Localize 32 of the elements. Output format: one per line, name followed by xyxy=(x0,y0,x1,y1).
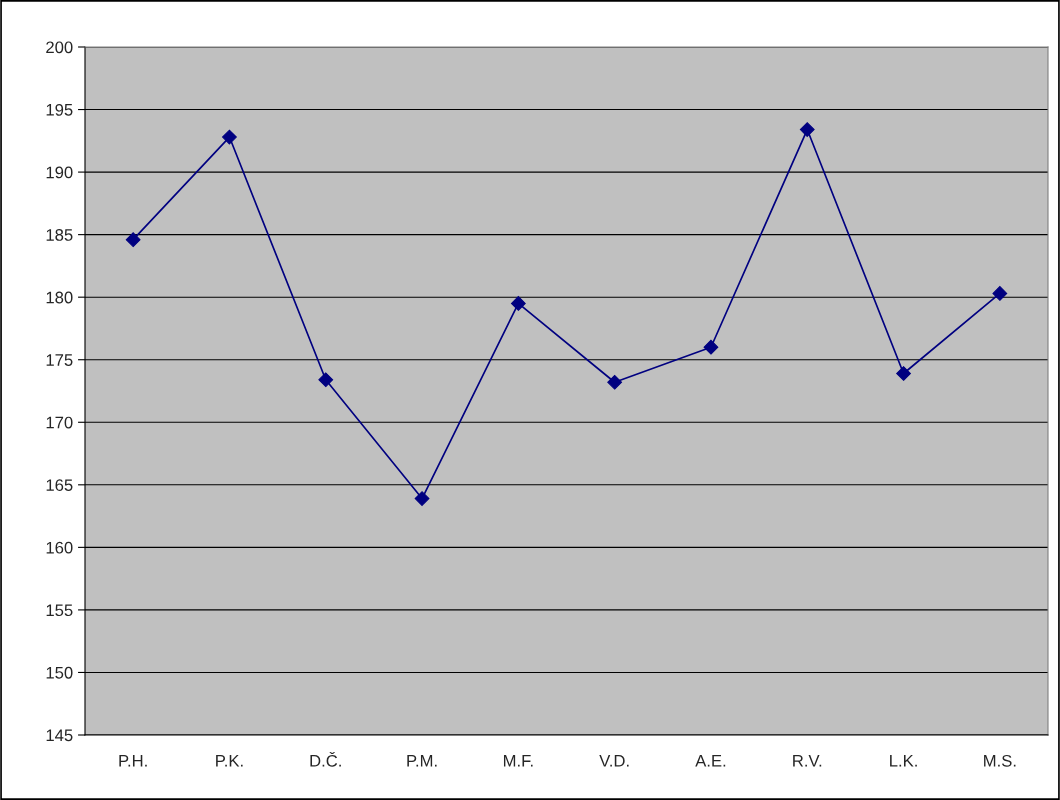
point xyxy=(992,286,1008,301)
point xyxy=(799,122,815,137)
y-tick-label: 170 xyxy=(46,416,73,429)
x-tick-label: L.K. xyxy=(890,755,917,767)
point xyxy=(510,296,526,311)
y-tick-label: 200 xyxy=(46,41,73,54)
point xyxy=(607,374,623,390)
y-tick-label: 165 xyxy=(46,479,73,492)
point xyxy=(222,129,237,145)
point xyxy=(703,339,719,355)
x-tick-label: P.H. xyxy=(119,755,147,767)
y-tick-label: 145 xyxy=(46,729,73,742)
y-tick-label: 195 xyxy=(46,103,73,116)
y-tick-label: 150 xyxy=(46,666,73,679)
x-tick-label: D.Č. xyxy=(310,751,341,767)
y-tick-label: 185 xyxy=(46,229,73,241)
point xyxy=(414,491,430,506)
x-tick-label: M.S. xyxy=(984,754,1016,767)
x-tick-label: A.E. xyxy=(695,755,726,767)
y-tick-label: 190 xyxy=(46,166,73,179)
y-tick-label: 155 xyxy=(46,604,73,617)
point xyxy=(896,366,911,381)
y-tick-label: 160 xyxy=(46,541,73,554)
y-tick-label: 175 xyxy=(46,354,73,366)
y-tick-label: 180 xyxy=(46,291,73,304)
x-tick-label: R.V. xyxy=(793,755,822,767)
point xyxy=(318,372,334,388)
x-tick-label: M.F. xyxy=(503,755,533,767)
x-tick-label: P.M. xyxy=(407,755,437,767)
point xyxy=(125,232,141,248)
x-tick-label: P.K. xyxy=(216,755,243,767)
x-tick-label: V.D. xyxy=(599,755,629,767)
